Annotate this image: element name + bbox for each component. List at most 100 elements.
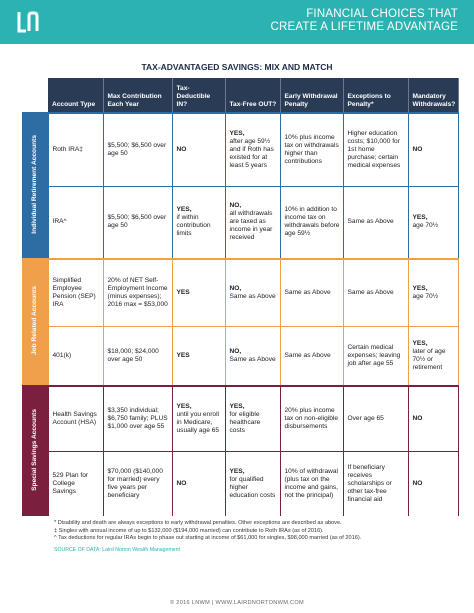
column-header: Early Withdrawal Penalty xyxy=(280,78,344,113)
table-cell: 20% plus income tax on non-eligible disb… xyxy=(280,385,344,451)
table-cell: YES, until you enroll in Medicare, usuall… xyxy=(172,385,226,451)
table-row: Individual Retirement Accounts Roth IRA‡ $… xyxy=(22,112,459,259)
cell-emphasis: YES xyxy=(176,288,190,296)
table-cell: YES, age 70½ xyxy=(408,185,459,259)
table-cell: Certain medical expenses; leaving job af… xyxy=(343,325,409,386)
cell-emphasis: YES, xyxy=(412,339,428,347)
table-row: 529 Plan for College Savings $70,000 ($14… xyxy=(22,450,459,516)
cell-text: Over age 65 xyxy=(347,414,384,422)
cell-text: 401(k) xyxy=(52,351,72,359)
table-cell: $3,350 individual; $6,750 family; PLUS $… xyxy=(103,385,173,451)
footnote: * Disability and death are always except… xyxy=(54,520,342,526)
cell-emphasis: NO xyxy=(412,479,423,487)
cell-emphasis: NO xyxy=(176,479,187,487)
corner xyxy=(22,78,48,113)
cell-text: Same as Above xyxy=(284,288,331,296)
table-cell: NO xyxy=(408,112,459,186)
table-cell: If beneficiary receives scholarships or … xyxy=(343,450,409,516)
cell-emphasis: NO, xyxy=(229,202,242,210)
cell-emphasis: YES, xyxy=(412,214,428,222)
table-cell: NO xyxy=(172,450,226,516)
table-cell: NO, Same as Above xyxy=(225,325,281,386)
column-header: Tax-Free OUT? xyxy=(225,78,281,113)
table-cell: Health Savings Account (HSA) xyxy=(48,385,104,451)
column-header: Exceptions to Penalty* xyxy=(343,78,409,113)
cell-emphasis: YES, xyxy=(229,402,245,410)
cell-text: later of age 70½ or retirement xyxy=(412,347,446,371)
table-cell: 10% plus income tax on withdrawals highe… xyxy=(280,112,344,186)
cell-text: all withdrawals are taxed as income in y… xyxy=(229,210,273,242)
table-cell: Same as Above xyxy=(280,258,344,326)
cell-text: after age 59½ and if Roth has existed fo… xyxy=(229,137,274,169)
cell-text: 20% of NET Self-Employment Income (minus… xyxy=(107,276,168,308)
cell-emphasis: YES, xyxy=(176,206,192,214)
cell-text: age 70½ xyxy=(412,292,439,300)
comparison-table: Account Type Max Contribution Each Year Ta… xyxy=(22,78,459,516)
column-header: Max Contribution Each Year xyxy=(103,78,173,113)
table-cell: $18,000; $24,000 over age 50 xyxy=(103,325,173,386)
cell-text: age 70½ xyxy=(412,222,439,230)
group-label: Individual Retirement Accounts xyxy=(22,112,49,259)
table-cell: 20% of NET Self-Employment Income (minus… xyxy=(103,258,173,326)
cell-emphasis: YES, xyxy=(229,467,245,475)
cell-text: 10% of withdrawal (plus tax on the incom… xyxy=(284,467,339,499)
table-cell: NO xyxy=(408,385,459,451)
cell-emphasis: NO xyxy=(176,145,187,153)
cell-text: Simplified Employee Pension (SEP) IRA xyxy=(52,276,96,308)
table-row: Job Related Accounts Simplified Employee … xyxy=(22,258,459,386)
cell-emphasis: YES, xyxy=(229,129,245,137)
cell-text: 10% in addition to income tax on withdra… xyxy=(284,206,340,238)
tagline-line: FINANCIAL CHOICES THAT xyxy=(306,8,458,20)
tagline-line: CREATE A LIFETIME ADVANTAGE xyxy=(270,21,458,33)
header-band: FINANCIAL CHOICES THAT CREATE A LIFETIME… xyxy=(0,0,474,44)
table-cell: NO xyxy=(172,112,226,186)
table-cell: Simplified Employee Pension (SEP) IRA xyxy=(48,258,104,326)
cell-text: Same as Above xyxy=(284,351,331,359)
table-cell: YES xyxy=(172,325,226,386)
footer: © 2016 LNWM | WWW.LAIRDNORTONWM.COM xyxy=(170,600,304,606)
cell-text: Same as Above xyxy=(229,292,276,300)
table-cell: IRA^ xyxy=(48,185,104,259)
table-row: Special Savings Accounts Health Savings A… xyxy=(22,385,459,516)
cell-text: $5,500; $6,500 over age 50 xyxy=(107,214,167,230)
cell-text: for eligible healthcare costs xyxy=(229,410,261,434)
cell-text: if within contribution limits xyxy=(176,214,211,238)
cell-emphasis: YES, xyxy=(176,402,192,410)
table-cell: YES, later of age 70½ or retirement xyxy=(408,325,459,386)
table-cell: Higher education costs; $10,000 for 1st … xyxy=(343,112,409,186)
cell-emphasis: NO, xyxy=(229,284,242,292)
column-header: Tax-Deductible IN? xyxy=(172,78,226,113)
table-cell: Roth IRA‡ xyxy=(48,112,104,186)
cell-emphasis: YES, xyxy=(412,284,428,292)
group-label-text: Special Savings Accounts xyxy=(30,409,38,491)
table-cell: 10% of withdrawal (plus tax on the incom… xyxy=(280,450,344,516)
table-cell: NO, Same as Above xyxy=(225,258,281,326)
group-label: Job Related Accounts xyxy=(22,258,49,386)
cell-text: $3,350 individual; $6,750 family; PLUS $… xyxy=(107,406,168,430)
table-cell: NO, all withdrawals are taxed as income i… xyxy=(225,185,281,259)
title: TAX-ADVANTAGED SAVINGS: MIX AND MATCH xyxy=(141,62,333,72)
cell-text: $18,000; $24,000 over age 50 xyxy=(107,347,159,363)
table-cell: 401(k) xyxy=(48,325,104,386)
logo xyxy=(17,11,39,33)
source: SOURCE OF DATA: Laird Norton Wealth Mana… xyxy=(54,547,180,553)
table-cell: YES, age 70½ xyxy=(408,258,459,326)
cell-emphasis: NO xyxy=(412,414,423,422)
table-cell: $5,500; $6,500 over age 50 xyxy=(103,185,173,259)
table-cell: 10% in addition to income tax on withdra… xyxy=(280,185,344,259)
table-cell: YES xyxy=(172,258,226,326)
table-cell: YES, after age 59½ and if Roth has existe… xyxy=(225,112,281,186)
table-cell: Same as Above xyxy=(343,185,409,259)
cell-emphasis: NO, xyxy=(229,347,242,355)
table-cell: YES, if within contribution limits xyxy=(172,185,226,259)
footnotes: * Disability and death are always except… xyxy=(54,520,454,543)
table-row: 401(k) $18,000; $24,000 over age 50 YES NO,… xyxy=(22,325,459,386)
table-cell: 529 Plan for College Savings xyxy=(48,450,104,516)
table-cell: NO xyxy=(408,450,459,516)
table-cell: $70,000 ($140,000 for married) every fiv… xyxy=(103,450,173,516)
footnote: ‡ Singles with annual income of up to $1… xyxy=(54,527,324,534)
cell-text: 529 Plan for College Savings xyxy=(52,471,89,495)
cell-text: for qualified higher education costs xyxy=(229,475,276,499)
table-row: IRA^ $5,500; $6,500 over age 50 YES, if wit… xyxy=(22,185,459,259)
